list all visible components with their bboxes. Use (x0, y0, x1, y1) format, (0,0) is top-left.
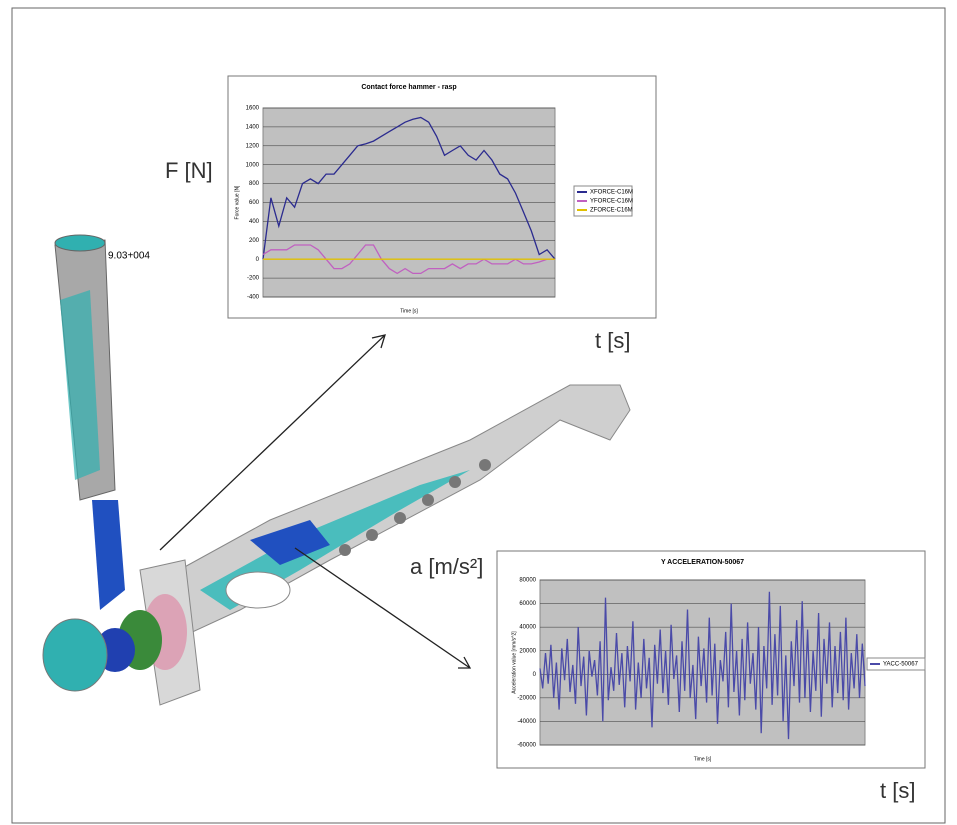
y-axis-label: Force value [N] (234, 185, 240, 220)
annotation: 9.03+004 (108, 251, 150, 262)
legend-label: ZFORCE-C16M (590, 208, 633, 214)
legend-label: YFORCE-C16M (590, 199, 633, 205)
y-tick-label: 200 (249, 238, 260, 244)
y-tick-label: 20000 (519, 648, 536, 654)
x-axis-label: Time [s] (400, 308, 418, 314)
y-tick-label: -60000 (517, 743, 536, 749)
y-tick-label: 1400 (246, 124, 260, 130)
y-tick-label: 40000 (519, 625, 536, 631)
x-axis-label: Time [s] (694, 756, 712, 762)
annotation: t [s] (595, 328, 630, 353)
y-tick-label: 400 (249, 219, 260, 225)
y-tick-label: 80000 (519, 578, 536, 584)
annotation: a [m/s²] (410, 554, 483, 579)
y-axis-label: Acceleration value [mm/s^2] (511, 631, 517, 694)
chart-title: Y ACCELERATION-50067 (661, 559, 744, 566)
annotation: t [s] (880, 778, 915, 803)
y-tick-label: 1600 (246, 106, 260, 112)
y-tick-label: 1200 (246, 143, 260, 149)
figure: F [N] t [s] a [m/s²] t [s] 9.03+004 Cont… (0, 0, 957, 825)
legend-label: YACC-50067 (883, 662, 919, 668)
y-tick-label: -20000 (517, 695, 536, 701)
legend-label: XFORCE-C16M (590, 190, 633, 196)
y-tick-label: 1000 (246, 162, 260, 168)
y-tick-label: 800 (249, 181, 260, 187)
chart-title: Contact force hammer - rasp (361, 84, 456, 91)
annotation: F [N] (165, 158, 213, 183)
y-tick-label: 600 (249, 200, 260, 206)
y-tick-label: -200 (247, 276, 260, 282)
y-tick-label: -400 (247, 295, 260, 301)
y-tick-label: 60000 (519, 601, 536, 607)
y-tick-label: -40000 (517, 719, 536, 725)
page: F [N] t [s] a [m/s²] t [s] 9.03+004 Cont… (0, 0, 957, 825)
